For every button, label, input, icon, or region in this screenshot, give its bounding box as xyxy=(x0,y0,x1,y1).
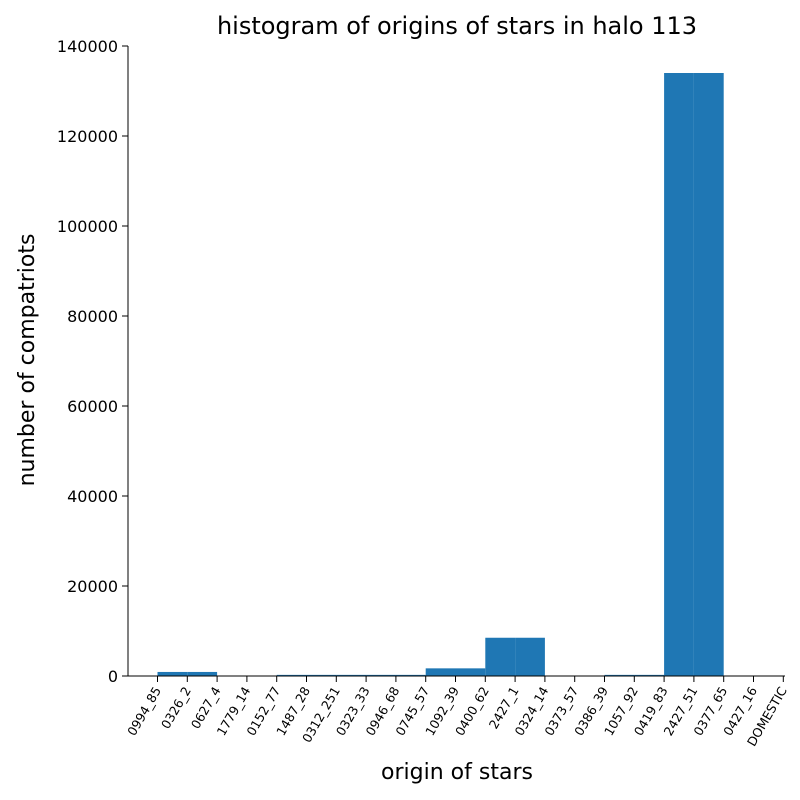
chart-title: histogram of origins of stars in halo 11… xyxy=(217,12,697,40)
bar-0994_85 xyxy=(157,671,188,676)
bar-0400_62 xyxy=(485,637,516,676)
bar-0152_77 xyxy=(276,674,307,676)
y-tick-label: 100000 xyxy=(57,217,118,236)
bar-1057_92 xyxy=(634,674,665,676)
bar-0312_251 xyxy=(336,674,367,676)
y-tick-label: 20000 xyxy=(67,577,118,596)
y-tick-label: 120000 xyxy=(57,127,118,146)
bar-0745_57 xyxy=(425,668,456,676)
bar-2427_1 xyxy=(515,637,545,676)
bar-0386_39 xyxy=(604,674,635,676)
y-tick-label: 0 xyxy=(108,667,118,686)
bar-0419_83 xyxy=(664,73,694,676)
y-tick-label: 80000 xyxy=(67,307,118,326)
bar-0323_33 xyxy=(366,674,396,676)
bar-0326_2 xyxy=(187,671,218,676)
bar-1092_39 xyxy=(455,668,486,676)
y-tick-label: 60000 xyxy=(67,397,118,416)
x-axis-label: origin of stars xyxy=(381,760,533,785)
y-tick-label: 40000 xyxy=(67,487,118,506)
bars-layer xyxy=(157,73,724,676)
bar-1487_28 xyxy=(306,674,337,676)
bar-2427_51 xyxy=(693,73,724,676)
bar-0946_68 xyxy=(395,674,426,676)
y-axis-label: number of compatriots xyxy=(15,234,40,487)
y-tick-label: 140000 xyxy=(57,37,118,56)
